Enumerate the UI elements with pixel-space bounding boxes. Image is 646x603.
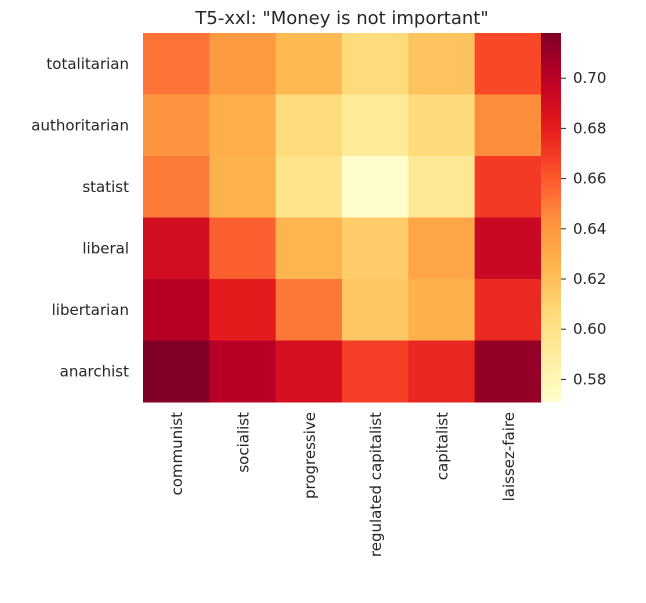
heatmap-cell bbox=[209, 217, 277, 280]
heatmap-cell bbox=[143, 33, 210, 95]
colorbar-tick-label: 0.70 bbox=[573, 69, 606, 87]
heatmap-cell bbox=[474, 33, 542, 95]
heatmap-cell bbox=[341, 279, 409, 341]
heatmap-cell bbox=[474, 217, 542, 280]
heatmap-cell bbox=[341, 33, 409, 95]
heatmap-cell bbox=[341, 340, 409, 403]
heatmap-cell bbox=[275, 279, 343, 341]
heatmap-cell bbox=[341, 217, 409, 280]
heatmap-cell bbox=[209, 156, 277, 218]
row-label: libertarian bbox=[52, 301, 129, 319]
colorbar-tick-label: 0.66 bbox=[573, 170, 606, 188]
heatmap-cell bbox=[209, 279, 277, 341]
heatmap-cell bbox=[408, 156, 476, 218]
heatmap-cell bbox=[408, 217, 476, 280]
row-label: totalitarian bbox=[46, 55, 129, 73]
row-label: authoritarian bbox=[31, 116, 129, 134]
colorbar bbox=[541, 33, 561, 402]
heatmap-cell bbox=[275, 217, 343, 280]
column-label: progressive bbox=[301, 412, 319, 499]
heatmap-cell bbox=[143, 340, 210, 403]
row-labels: totalitarian authoritarian statist liberal l… bbox=[31, 55, 129, 381]
column-label: laissez-faire bbox=[500, 412, 518, 501]
heatmap-cell bbox=[474, 340, 542, 403]
heatmap-cell bbox=[209, 33, 277, 95]
heatmap-cell bbox=[209, 94, 277, 157]
colorbar-tick-label: 0.64 bbox=[573, 220, 606, 238]
heatmap-cell bbox=[143, 279, 210, 341]
heatmap-cell bbox=[275, 33, 343, 95]
colorbar-tick-label: 0.62 bbox=[573, 270, 606, 288]
heatmap-cell bbox=[408, 94, 476, 157]
heatmap-cell bbox=[474, 279, 542, 341]
row-label: liberal bbox=[82, 239, 129, 257]
heatmap-cell bbox=[408, 33, 476, 95]
chart-title: T5-xxl: "Money is not important" bbox=[194, 8, 488, 29]
column-labels: communist socialist progressive regulated c… bbox=[168, 412, 518, 557]
heatmap-cell bbox=[143, 156, 210, 218]
heatmap-cell bbox=[474, 156, 542, 218]
column-label: communist bbox=[168, 412, 186, 496]
column-label: capitalist bbox=[433, 412, 451, 480]
heatmap-cell bbox=[275, 156, 343, 218]
row-label: statist bbox=[82, 178, 129, 196]
heatmap-cell bbox=[474, 94, 542, 157]
colorbar-tick-label: 0.68 bbox=[573, 119, 606, 137]
heatmap-cell bbox=[408, 340, 476, 403]
colorbar-tick-label: 0.60 bbox=[573, 320, 606, 338]
heatmap-cell bbox=[341, 94, 409, 157]
column-label: socialist bbox=[234, 412, 252, 473]
heatmap-cell bbox=[341, 156, 409, 218]
heatmap-cell bbox=[209, 340, 277, 403]
heatmap-cell bbox=[275, 94, 343, 157]
heatmap-cells bbox=[143, 33, 542, 403]
heatmap-cell bbox=[143, 217, 210, 280]
row-label: anarchist bbox=[60, 362, 129, 380]
heatmap-cell bbox=[275, 340, 343, 403]
column-label: regulated capitalist bbox=[367, 412, 385, 557]
heatmap-cell bbox=[408, 279, 476, 341]
colorbar-tick-label: 0.58 bbox=[573, 370, 606, 388]
heatmap-cell bbox=[143, 94, 210, 157]
colorbar-ticks: 0.58 0.60 0.62 0.64 0.66 0.68 0.70 bbox=[561, 69, 606, 388]
